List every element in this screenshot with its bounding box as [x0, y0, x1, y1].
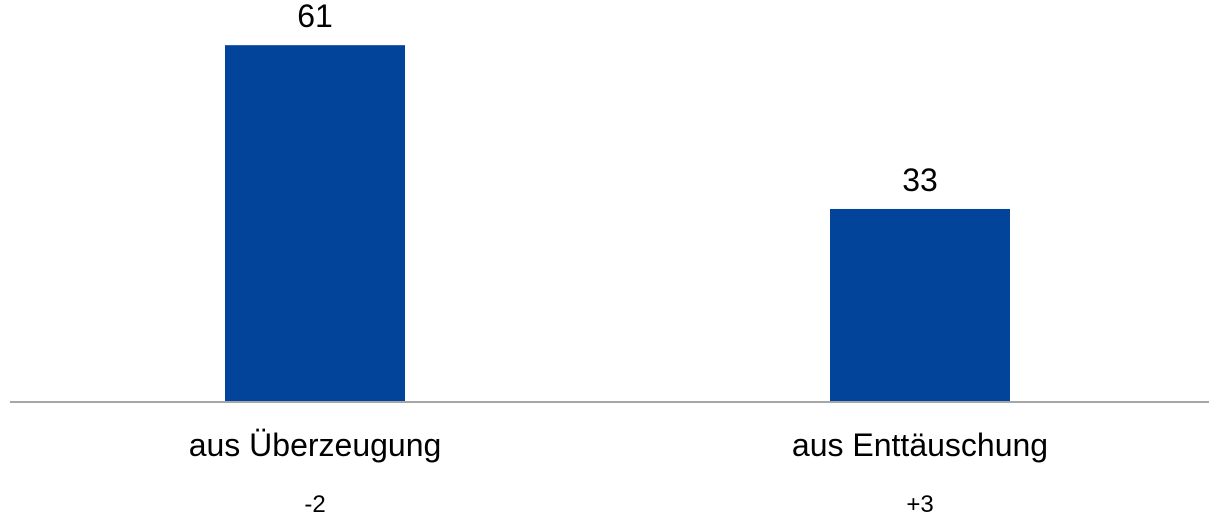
category-label-1: aus Überzeugung	[189, 427, 442, 463]
bar-2	[830, 208, 1010, 402]
category-label-2: aus Enttäuschung	[792, 427, 1048, 463]
data-label-2: 33	[902, 162, 938, 198]
data-label-1: 61	[297, 0, 333, 34]
change-label-1: -2	[304, 491, 325, 518]
bars-group	[225, 45, 1010, 402]
change-label-2: +3	[906, 491, 933, 518]
labels-group: 61 aus Überzeugung -2 33 aus Enttäuschung +3	[189, 0, 1048, 518]
bar-1	[225, 45, 405, 402]
